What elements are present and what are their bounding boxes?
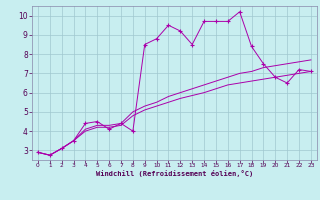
- X-axis label: Windchill (Refroidissement éolien,°C): Windchill (Refroidissement éolien,°C): [96, 170, 253, 177]
